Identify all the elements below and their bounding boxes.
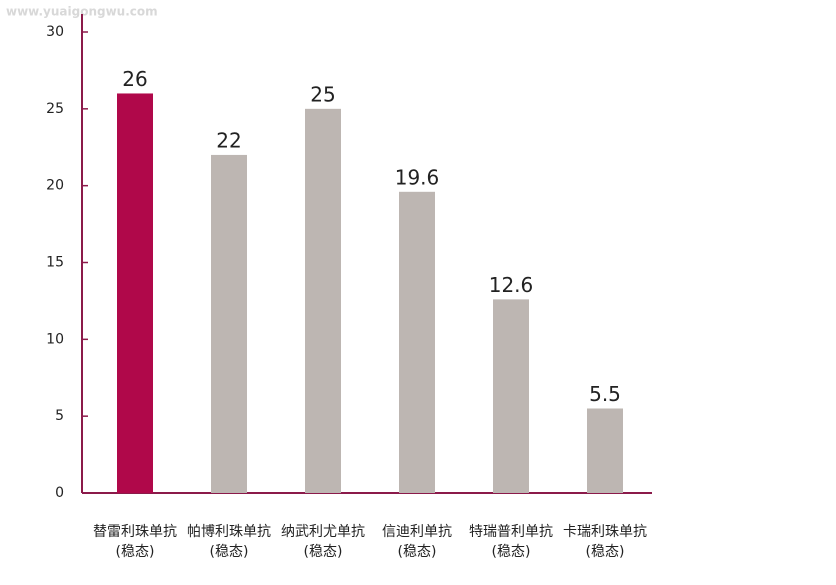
value-label: 25 [310, 82, 335, 106]
y-tick-label: 5 [55, 408, 64, 424]
x-tick-label: 特瑞普利单抗 (稳态) [469, 524, 553, 560]
x-tick-label: 卡瑞利珠单抗 (稳态) [563, 524, 647, 560]
bar [399, 191, 435, 493]
y-tick-label: 0 [55, 485, 64, 501]
y-tick-label: 20 [46, 178, 64, 194]
value-label: 26 [122, 67, 147, 91]
value-label: 19.6 [395, 165, 440, 189]
bar [211, 154, 247, 493]
x-tick-label: 信迪利单抗 (稳态) [382, 524, 452, 560]
bar [305, 108, 341, 493]
value-label: 5.5 [589, 382, 621, 406]
x-tick-label: 帕博利珠单抗 (稳态) [187, 524, 271, 560]
x-tick-label: 替雷利珠单抗 (稳态) [93, 524, 177, 560]
bar [587, 408, 623, 493]
y-tick-label: 10 [46, 331, 64, 347]
bar [117, 93, 153, 493]
value-label: 12.6 [489, 273, 534, 297]
bar [493, 299, 529, 493]
value-label: 22 [216, 128, 241, 152]
y-tick-label: 15 [46, 255, 64, 271]
watermark: www.yuaigongwu.com [6, 5, 158, 19]
y-tick-label: 30 [46, 24, 64, 40]
y-tick-label: 25 [46, 101, 64, 117]
x-tick-label: 纳武利尤单抗 (稳态) [281, 524, 365, 560]
